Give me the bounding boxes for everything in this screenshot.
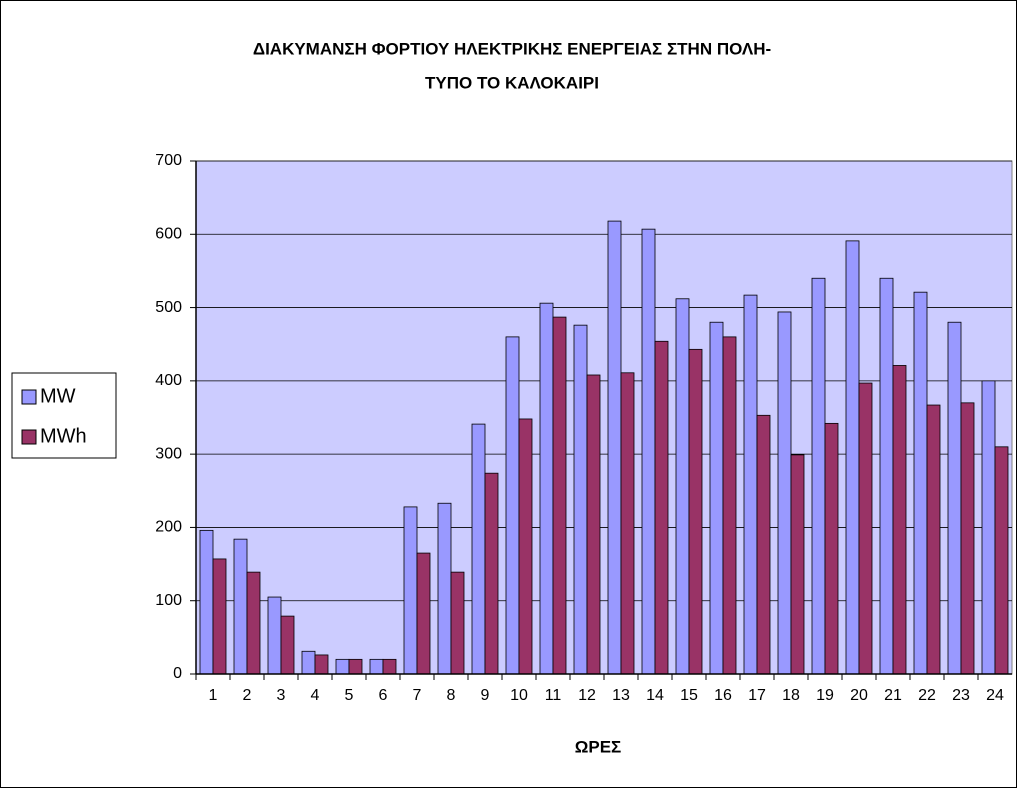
- bar: [573, 324, 588, 675]
- bar: [960, 402, 975, 675]
- x-tick-label: 6: [379, 687, 388, 704]
- bar: [267, 596, 282, 675]
- bar: [913, 291, 928, 675]
- bar: [471, 423, 486, 675]
- x-tick-label: 17: [748, 687, 766, 704]
- bar: [199, 529, 214, 675]
- x-axis-label: ΩΡΕΣ: [575, 737, 622, 756]
- x-tick-label: 19: [816, 687, 834, 704]
- legend-label: MW: [40, 385, 76, 407]
- bar: [892, 365, 907, 675]
- x-tick-label: 12: [578, 687, 596, 704]
- bar: [641, 228, 656, 675]
- bar: [539, 302, 554, 675]
- bar: [403, 506, 418, 675]
- y-tick-label: 600: [155, 226, 182, 243]
- bar: [722, 336, 737, 675]
- bar: [335, 658, 350, 675]
- chart-title: ΔΙΑΚΥΜΑΝΣΗ ΦΟΡΤΙΟΥ ΗΛΕΚΤΡΙΚΗΣ ΕΝΕΡΓΕΙΑΣ …: [253, 39, 771, 58]
- bar: [348, 658, 363, 675]
- y-tick-label: 400: [155, 372, 182, 389]
- bar: [777, 311, 792, 675]
- x-tick-label: 16: [714, 687, 732, 704]
- x-tick-label: 14: [646, 687, 664, 704]
- y-tick-label: 200: [155, 519, 182, 536]
- x-tick-label: 24: [986, 687, 1004, 704]
- x-tick-label: 4: [311, 687, 320, 704]
- x-tick-label: 2: [243, 687, 252, 704]
- plot-area: [195, 160, 1013, 675]
- x-tick-label: 9: [481, 687, 490, 704]
- bar: [811, 277, 826, 675]
- legend-swatch: [21, 429, 37, 445]
- bar: [858, 382, 873, 675]
- bar: [505, 336, 520, 675]
- bar: [981, 380, 996, 675]
- bar: [743, 294, 758, 675]
- bar: [947, 321, 962, 675]
- bar: [586, 374, 601, 675]
- bar: [437, 502, 452, 675]
- bar: [552, 316, 567, 675]
- x-tick-label: 1: [209, 687, 218, 704]
- bar: [301, 650, 316, 675]
- bar: [994, 446, 1009, 675]
- legend-label: MWh: [40, 425, 87, 447]
- chart-title: ΤΥΠΟ ΤΟ ΚΑΛΟΚΑΙΡΙ: [425, 73, 599, 92]
- x-tick-label: 20: [850, 687, 868, 704]
- legend-swatch: [21, 389, 37, 405]
- y-tick-label: 500: [155, 299, 182, 316]
- bar: [879, 277, 894, 675]
- x-tick-label: 5: [345, 687, 354, 704]
- bar: [607, 220, 622, 675]
- bar: [382, 658, 397, 675]
- bar: [518, 418, 533, 675]
- bar: [233, 538, 248, 675]
- bar: [280, 615, 295, 675]
- x-tick-label: 3: [277, 687, 286, 704]
- x-tick-label: 15: [680, 687, 698, 704]
- x-tick-label: 8: [447, 687, 456, 704]
- bar: [484, 472, 499, 675]
- x-tick-label: 10: [510, 687, 528, 704]
- x-tick-label: 7: [413, 687, 422, 704]
- bar: [246, 571, 261, 675]
- bar: [688, 348, 703, 675]
- bar: [450, 571, 465, 675]
- bar: [845, 240, 860, 675]
- x-tick-label: 21: [884, 687, 902, 704]
- bar: [369, 658, 384, 675]
- bar: [675, 298, 690, 675]
- y-tick-label: 700: [155, 152, 182, 169]
- y-tick-label: 0: [173, 665, 182, 682]
- bar: [620, 372, 635, 675]
- bar: [756, 414, 771, 675]
- x-tick-label: 22: [918, 687, 936, 704]
- bar: [709, 321, 724, 675]
- x-tick-label: 13: [612, 687, 630, 704]
- y-tick-label: 100: [155, 592, 182, 609]
- bar: [790, 454, 805, 675]
- bar: [314, 654, 329, 675]
- bar: [416, 552, 431, 675]
- bar: [654, 340, 669, 675]
- x-tick-label: 23: [952, 687, 970, 704]
- y-tick-label: 300: [155, 445, 182, 462]
- bar: [926, 404, 941, 675]
- bar: [824, 422, 839, 675]
- x-tick-label: 11: [545, 687, 562, 704]
- bar: [212, 558, 227, 675]
- x-tick-label: 18: [782, 687, 800, 704]
